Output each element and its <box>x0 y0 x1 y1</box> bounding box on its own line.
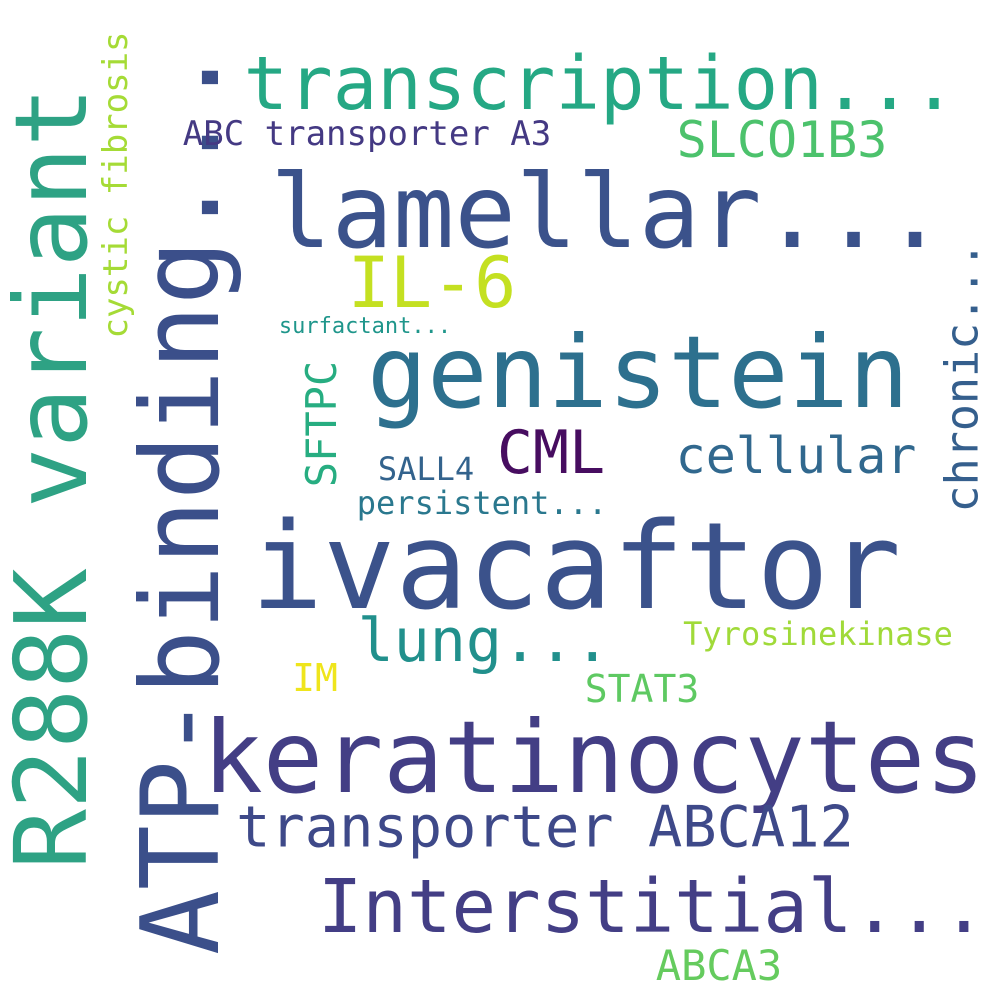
word-atp-binding: ATP-binding... <box>119 44 244 956</box>
word-persistent: persistent... <box>356 484 608 522</box>
word-cellular: cellular <box>675 427 917 485</box>
word-genistein: genistein <box>367 314 909 431</box>
word-sall4: SALL4 <box>377 450 475 488</box>
word-abca3: ABCA3 <box>655 941 783 990</box>
word-r288k-variant: R288K variant <box>0 86 110 870</box>
word-transcription: transcription... <box>243 41 957 127</box>
word-cml: CML <box>496 418 606 488</box>
word-keratinocytes: keratinocytes <box>202 699 986 816</box>
word-transporter-abca12: transporter ABCA12 <box>236 794 854 861</box>
word-lung: lung... <box>357 606 611 676</box>
word-interstitial: Interstitial... <box>317 864 987 950</box>
word-lamellar: lamellar... <box>270 153 946 272</box>
word-tyrosinekinase: Tyrosinekinase <box>683 615 953 653</box>
word-sftpc: SFTPC <box>297 360 346 488</box>
word-im: IM <box>292 656 338 700</box>
word-ivacaftor: ivacaftor <box>250 498 902 637</box>
word-il-6: IL-6 <box>347 242 517 324</box>
word-chronic: chronic... <box>935 241 989 513</box>
word-surfactant: surfactant... <box>278 314 452 339</box>
word-abc-transporter-a3: ABC transporter A3 <box>182 114 552 154</box>
word-slco1b3: SLCO1B3 <box>676 111 888 169</box>
word-stat3: STAT3 <box>584 667 700 711</box>
word-cystic-fibrosis: cystic fibrosis <box>96 31 136 339</box>
